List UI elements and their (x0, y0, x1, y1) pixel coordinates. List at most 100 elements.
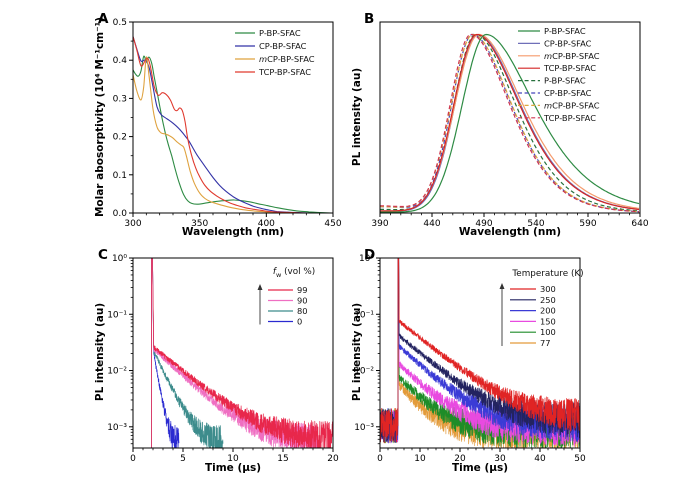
panel-a-xlabel: Wavelength (nm) (181, 226, 285, 238)
series-mCP-BP-SFAC (133, 56, 333, 213)
series-mCP-BP-SFAC (380, 33, 640, 212)
series-group (380, 33, 640, 213)
legend-arrow-up-icon (499, 283, 505, 289)
panel-c: 0 5 10 15 20 10⁰ 10⁻¹ 10⁻² 10⁻³ 99 90 80 0 C PL inte… (88, 242, 360, 486)
panel-a-ylabel: Molar abosorptivity (10⁴ M⁻¹cm⁻¹) (94, 16, 106, 218)
legend-label: mCP-BP-SFAC (544, 51, 600, 61)
panel-c-letter: C (98, 247, 108, 263)
plot-border (379, 21, 641, 214)
x-tick-label: 15 (277, 454, 288, 464)
series-0 (151, 257, 180, 448)
series-group (133, 36, 333, 213)
panel-d-ylabel: PL intensity (au) (351, 302, 363, 402)
series-99 (151, 257, 333, 448)
series-group (380, 257, 580, 448)
series-P-BP-SFAC-film (380, 33, 640, 212)
legend-label: mCP-BP-SFAC (259, 54, 315, 64)
y-axis: 10⁰ 10⁻¹ 10⁻² 10⁻³ (354, 254, 380, 445)
legend-label: 77 (540, 338, 551, 348)
x-tick-label: 540 (527, 219, 544, 229)
x-axis: 300 350 400 450 (124, 213, 342, 229)
y-tick-label: 10⁻³ (354, 423, 374, 433)
y-tick-label: 10⁻² (354, 367, 374, 377)
legend-label: 150 (540, 316, 556, 326)
x-tick-label: 50 (574, 454, 586, 464)
panel-d-letter: D (364, 247, 376, 263)
x-axis: 0 5 10 15 20 (130, 448, 339, 464)
legend-label: 100 (540, 327, 556, 337)
legend-label: 300 (540, 284, 556, 294)
y-tick-label: 10⁻¹ (354, 310, 374, 320)
x-tick-label: 450 (324, 219, 341, 229)
panel-c-ylabel: PL intensity (au) (94, 302, 106, 402)
legend-label: mCP-BP-SFAC (544, 100, 600, 110)
y-axis: 10⁰ 10⁻¹ 10⁻² 10⁻³ (107, 254, 133, 445)
series-P-BP-SFAC (380, 33, 640, 213)
panel-b-chart: 390 440 490 540 590 640 P-BP-SFAC CP-BP-SFAC mCP… (371, 21, 649, 229)
x-tick-label: 0 (377, 454, 383, 464)
legend-label: 90 (297, 296, 308, 306)
legend-label: P-BP-SFAC (544, 76, 586, 86)
x-tick-label: 40 (534, 454, 546, 464)
panel-b: 390 440 490 540 590 640 P-BP-SFAC CP-BP-SFAC mCP… (350, 6, 685, 246)
y-tick-label: 10⁰ (112, 254, 127, 264)
legend-arrow-up-icon (257, 284, 263, 290)
legend: P-BP-SFAC CP-BP-SFAC mCP-BP-SFAC TCP-BP-SFA… (518, 26, 600, 123)
y-tick-label: 0.0 (113, 209, 128, 219)
legend-label: TCP-BP-SFAC (543, 63, 596, 73)
legend-label: 250 (540, 295, 556, 305)
x-tick-label: 490 (475, 219, 492, 229)
panel-a: 300 350 400 450 0.0 0.1 0.2 0.3 0.4 0.5 P-BP-SFAC C… (88, 6, 360, 246)
x-tick-label: 20 (454, 454, 466, 464)
y-tick-label: 0.5 (113, 18, 127, 28)
x-tick-label: 10 (227, 454, 239, 464)
series-CP-BP-SFAC (133, 36, 333, 213)
y-tick-label: 0.3 (113, 94, 127, 104)
legend-title-fw-symbol: f (272, 267, 276, 278)
series-TCP-BP-SFAC-film (380, 33, 640, 213)
series-200 (380, 257, 580, 444)
panel-d-chart: 0 10 20 30 40 5010⁰10⁻¹10⁻²10⁻³30025020015010… (354, 254, 586, 464)
legend-label: CP-BP-SFAC (544, 38, 592, 48)
x-tick-label: 590 (579, 219, 596, 229)
y-axis: 0.0 0.1 0.2 0.3 0.4 0.5 (113, 18, 133, 219)
x-tick-label: 440 (423, 219, 440, 229)
x-tick-label: 10 (414, 454, 426, 464)
x-tick-label: 20 (327, 454, 339, 464)
legend-label: P-BP-SFAC (259, 28, 301, 38)
panel-c-legend-title: fw (vol %) (272, 267, 316, 279)
panel-b-ylabel: PL intensity (au) (351, 67, 363, 167)
x-tick-label: 300 (124, 219, 141, 229)
series-80 (151, 257, 224, 448)
x-axis: 390 440 490 540 590 640 (371, 213, 649, 229)
y-tick-label: 0.1 (113, 171, 127, 181)
x-tick-label: 0 (130, 454, 136, 464)
legend-label: 99 (297, 285, 308, 295)
series-CP-BP-SFAC-film (380, 33, 640, 213)
panel-a-chart: 300 350 400 450 0.0 0.1 0.2 0.3 0.4 0.5 P-BP-SFAC C… (113, 18, 342, 229)
panel-d: 0 10 20 30 40 50 10⁰ 10⁻¹ 10⁻² 10⁻³ 300 250 200 150 10… (350, 242, 685, 486)
series-mCP-BP-SFAC-film (380, 33, 639, 213)
panel-b-letter: B (364, 11, 375, 27)
panel-c-xlabel: Time (μs) (204, 462, 262, 474)
legend-label: 200 (540, 306, 556, 316)
x-tick-label: 350 (191, 219, 208, 229)
legend-label: 80 (297, 306, 308, 316)
legend-label: CP-BP-SFAC (259, 41, 307, 51)
x-tick-label: 390 (371, 219, 388, 229)
legend-label: P-BP-SFAC (544, 26, 586, 36)
y-tick-label: 10⁻² (107, 367, 127, 377)
series-CP-BP-SFAC (380, 33, 640, 212)
y-tick-label: 0.4 (113, 56, 128, 66)
y-tick-label: 10⁻³ (107, 423, 127, 433)
series-90 (151, 257, 319, 448)
x-tick-label: 30 (494, 454, 506, 464)
legend-label: 0 (297, 317, 302, 327)
y-tick-label: 10⁰ (359, 254, 374, 264)
x-tick-label: 5 (180, 454, 186, 464)
legend-label: TCP-BP-SFAC (543, 113, 596, 123)
